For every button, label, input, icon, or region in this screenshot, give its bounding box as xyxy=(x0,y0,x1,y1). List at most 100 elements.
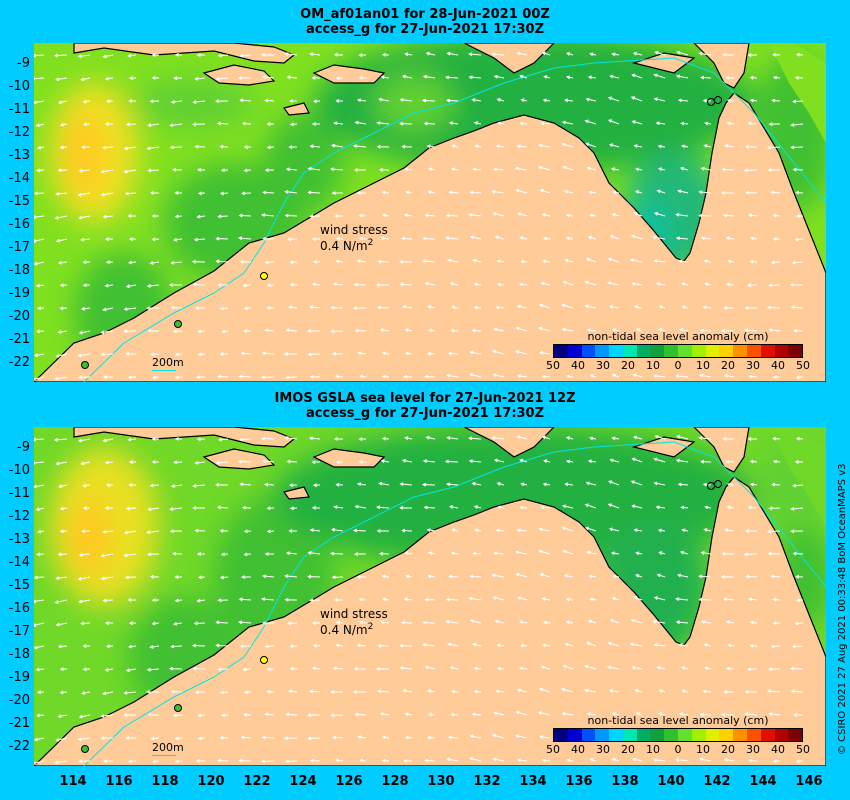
wind-vector-arrow xyxy=(612,574,620,579)
wind-vector-arrow xyxy=(795,52,804,57)
wind-vector-arrow xyxy=(146,284,160,288)
wind-vector-arrow xyxy=(381,213,390,218)
wind-vector-arrow xyxy=(401,458,413,463)
wind-vector-arrow xyxy=(78,215,91,220)
wind-vector-arrow xyxy=(266,122,275,126)
wind-vector-arrow xyxy=(608,480,620,486)
wind-vector-arrow xyxy=(422,642,436,647)
wind-vector-arrow xyxy=(35,667,45,672)
wind-vector-arrow xyxy=(100,714,114,718)
wind-vector-arrow xyxy=(542,643,551,648)
wind-vector-arrow xyxy=(721,167,735,172)
wind-vector-arrow xyxy=(57,644,68,649)
wind-vector-arrow xyxy=(722,213,735,218)
wind-vector-arrow xyxy=(749,75,758,80)
wind-vector-arrow xyxy=(381,351,390,356)
wind-vector-arrow xyxy=(399,666,413,670)
wind-vector-arrow xyxy=(491,435,505,440)
wind-vector-arrow xyxy=(77,353,91,358)
wind-vector-arrow xyxy=(654,51,666,56)
wind-vector-arrow xyxy=(80,237,91,242)
wind-vector-arrow xyxy=(377,643,390,648)
wind-vector-arrow xyxy=(36,690,45,695)
wind-vector-arrow xyxy=(496,481,505,486)
wind-vector-arrow xyxy=(215,620,229,625)
wind-vector-arrow xyxy=(288,689,298,694)
wind-vector-arrow xyxy=(403,374,413,379)
wind-vector-arrow xyxy=(146,530,160,535)
wind-vector-arrow xyxy=(195,759,206,763)
wind-vector-arrow xyxy=(469,350,482,355)
wind-vector-arrow xyxy=(450,551,459,556)
wind-vector-arrow xyxy=(772,759,781,764)
wind-vector-arrow xyxy=(404,351,413,356)
wind-vector-arrow xyxy=(611,167,620,172)
wind-vector-arrow xyxy=(703,144,712,148)
wind-vector-arrow xyxy=(772,436,781,441)
wind-vector-arrow xyxy=(402,304,413,309)
wind-vector-arrow xyxy=(309,214,321,219)
wind-vector-arrow xyxy=(308,436,321,441)
isobath-legend-line xyxy=(152,755,176,756)
wind-vector-arrow xyxy=(78,599,91,604)
wind-vector-arrow xyxy=(450,712,459,717)
wind-vector-arrow xyxy=(424,374,436,379)
wind-vector-arrow xyxy=(261,459,275,463)
colorbar-strip xyxy=(553,728,803,742)
wind-vector-arrow xyxy=(634,688,643,693)
wind-vector-arrow xyxy=(399,643,413,648)
wind-vector-arrow xyxy=(540,665,551,670)
wind-vector-arrow xyxy=(450,689,459,694)
wind-vector-arrow xyxy=(472,167,482,172)
wind-vector-arrow xyxy=(471,642,482,647)
wind-vector-arrow xyxy=(105,99,114,104)
colorbar-labels: 50 40 30 20 10 0 10 20 30 40 50 xyxy=(546,742,810,756)
wind-vector-arrow xyxy=(34,760,45,765)
lat-tick-label: -17 xyxy=(8,624,30,639)
wind-vector-arrow xyxy=(589,436,597,441)
wind-vector-arrow xyxy=(791,644,804,649)
wind-vector-arrow xyxy=(795,574,804,579)
wind-vector-arrow xyxy=(633,144,643,149)
wind-vector-arrow xyxy=(242,667,252,672)
wind-vector-arrow xyxy=(564,258,574,263)
wind-vector-arrow xyxy=(125,668,137,673)
wind-vector-arrow xyxy=(378,97,390,102)
colorbar-swatch xyxy=(636,729,651,741)
wind-vector-arrow xyxy=(445,757,459,762)
wind-vector-arrow xyxy=(702,689,712,694)
wind-vector-arrow xyxy=(698,51,712,56)
wind-vector-arrow xyxy=(792,713,803,717)
wind-vector-arrow xyxy=(584,280,597,286)
wind-vector-arrow xyxy=(427,305,436,309)
wind-vector-arrow xyxy=(264,552,274,556)
wind-vector-arrow xyxy=(81,529,91,534)
wind-vector-arrow xyxy=(82,260,91,264)
wind-vector-arrow xyxy=(286,621,298,626)
wind-vector-arrow xyxy=(288,145,298,149)
colorbar-tick-label: 50 xyxy=(796,359,810,372)
wind-vector-arrow xyxy=(427,190,436,195)
wind-vector-arrow xyxy=(127,214,136,218)
wind-vector-arrow xyxy=(585,481,597,486)
wind-vector-arrow xyxy=(59,506,68,511)
wind-vector-arrow xyxy=(538,549,551,555)
wind-vector-arrow xyxy=(609,234,620,240)
wind-vector-arrow xyxy=(721,328,735,333)
lat-tick-label: -14 xyxy=(8,555,30,570)
wind-vector-arrow xyxy=(382,597,390,602)
wind-vector-arrow xyxy=(194,690,206,695)
wind-vector-arrow xyxy=(450,167,459,172)
colorbar-title: non-tidal sea level anomaly (cm) xyxy=(587,714,769,727)
wind-vector-arrow xyxy=(700,236,712,241)
colorbar-swatch xyxy=(595,345,610,357)
wind-vector-arrow xyxy=(772,237,781,241)
wind-vector-arrow xyxy=(749,459,758,464)
wind-vector-arrow xyxy=(539,735,551,739)
colorbar-swatch xyxy=(691,729,706,741)
wind-vector-arrow xyxy=(105,644,114,649)
wind-vector-arrow xyxy=(81,145,91,150)
wind-vector-arrow xyxy=(57,168,68,173)
wind-vector-arrow xyxy=(238,758,252,763)
wind-vector-arrow xyxy=(402,688,413,693)
